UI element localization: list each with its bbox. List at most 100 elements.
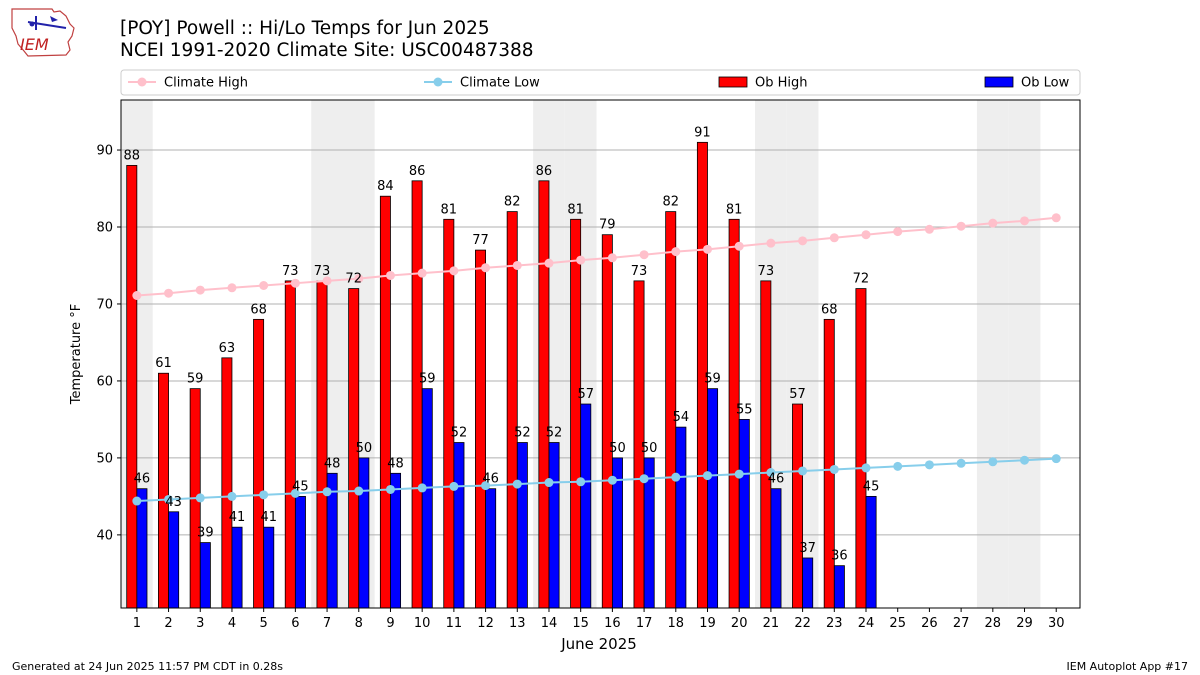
climate-low-point-day-27 <box>956 458 966 468</box>
legend-label-ob-high: Ob High <box>755 76 808 91</box>
x-tick-label-14: 14 <box>541 616 558 631</box>
x-tick-label-23: 23 <box>826 616 843 631</box>
ob-high-label-day-15: 81 <box>567 202 584 217</box>
bars <box>126 141 877 609</box>
x-tick-label-5: 5 <box>260 616 268 631</box>
ob-low-bar-day-21 <box>770 488 782 609</box>
legend-swatch-ob-low <box>984 76 1014 88</box>
ob-low-label-day-9: 48 <box>387 456 404 471</box>
ob-low-label-day-12: 46 <box>482 472 499 487</box>
x-tick-label-6: 6 <box>291 616 299 631</box>
ob-high-bar-day-24 <box>855 288 867 609</box>
ob-high-bar-day-10 <box>411 180 423 609</box>
ob-low-bar-day-7 <box>326 472 338 609</box>
y-gridlines <box>121 149 1080 536</box>
ob-high-bar-day-5 <box>253 318 265 609</box>
ob-low-bar-day-8 <box>358 457 370 609</box>
ob-high-label-day-13: 82 <box>504 195 521 210</box>
ob-low-bar-day-6 <box>294 495 306 609</box>
ob-high-bar-day-11 <box>443 218 455 609</box>
climate-high-point-day-8 <box>354 274 364 284</box>
climate-low-point-day-19 <box>702 471 712 481</box>
ob-high-label-day-4: 63 <box>219 341 236 356</box>
ob-low-bar-day-13 <box>516 442 528 609</box>
ob-low-label-day-22: 37 <box>799 541 816 556</box>
climate-low-point-day-10 <box>417 483 427 493</box>
ob-low-bar-day-16 <box>611 457 623 609</box>
x-tick-label-9: 9 <box>386 616 394 631</box>
x-tick-label-2: 2 <box>164 616 172 631</box>
x-tick-label-21: 21 <box>763 616 780 631</box>
ob-high-label-day-22: 57 <box>789 387 806 402</box>
ob-high-bar-day-13 <box>506 211 518 609</box>
ob-high-label-day-20: 81 <box>726 202 743 217</box>
ob-high-bar-day-19 <box>696 141 708 609</box>
x-tick-label-16: 16 <box>604 616 621 631</box>
x-tick-label-30: 30 <box>1048 616 1065 631</box>
climate-low-point-day-1 <box>132 496 142 506</box>
climate-high-point-day-1 <box>132 291 142 301</box>
climate-high-point-day-17 <box>639 250 649 260</box>
climate-high-point-day-9 <box>385 270 395 280</box>
climate-low-line <box>136 457 1057 503</box>
ob-low-bar-day-3 <box>199 542 211 609</box>
legend-label-climate-low: Climate Low <box>460 76 540 91</box>
ob-low-bar-day-24 <box>865 495 877 609</box>
legend-label-ob-low: Ob Low <box>1021 76 1070 91</box>
ob-low-bar-day-1 <box>136 488 148 609</box>
ob-low-bar-day-20 <box>738 419 750 609</box>
climate-high-point-day-26 <box>924 224 934 234</box>
ob-low-label-day-24: 45 <box>863 479 880 494</box>
ob-high-bar-day-21 <box>760 280 772 609</box>
ob-low-label-day-16: 50 <box>609 441 626 456</box>
ob-low-bar-day-9 <box>390 472 402 609</box>
ob-low-label-day-3: 39 <box>197 526 214 541</box>
ob-high-label-day-14: 86 <box>536 164 553 179</box>
weekend-shading <box>121 100 1041 608</box>
ob-low-label-day-17: 50 <box>641 441 658 456</box>
climate-high-point-day-18 <box>671 247 681 257</box>
ob-low-label-day-1: 46 <box>134 472 151 487</box>
climate-low-point-day-15 <box>576 477 586 487</box>
ob-high-bar-day-18 <box>665 211 677 609</box>
climate-high-point-day-14 <box>544 258 554 268</box>
legend-swatch-ob-high <box>718 76 748 88</box>
legend-marker-climate-high <box>137 77 147 87</box>
x-tick-label-18: 18 <box>668 616 685 631</box>
ob-high-bar-day-3 <box>189 388 201 609</box>
climate-high-point-day-28 <box>988 218 998 228</box>
ob-high-label-day-10: 86 <box>409 164 426 179</box>
weekend-shade-day-15 <box>564 100 597 608</box>
ob-high-bar-day-20 <box>728 218 740 609</box>
climate-low-point-day-14 <box>544 478 554 488</box>
ob-low-label-day-10: 59 <box>419 372 436 387</box>
weekend-shade-day-21 <box>755 100 787 608</box>
ob-high-label-day-6: 73 <box>282 264 299 279</box>
climate-low-point-day-30 <box>1051 454 1061 464</box>
weekend-shade-day-1 <box>121 100 153 608</box>
ob-low-label-day-4: 41 <box>229 510 246 525</box>
ob-high-label-day-23: 68 <box>821 302 838 317</box>
climate-low-point-day-12 <box>481 481 491 491</box>
legend: Climate High Climate Low Ob High Ob Low <box>120 69 1081 96</box>
x-tick-label-13: 13 <box>509 616 526 631</box>
climate-high-point-day-4 <box>227 283 237 293</box>
x-tick-label-3: 3 <box>196 616 204 631</box>
climate-high-point-day-13 <box>512 260 522 270</box>
ob-low-bar-day-10 <box>421 388 433 609</box>
ob-high-label-day-16: 79 <box>599 218 616 233</box>
ob-high-label-day-11: 81 <box>441 202 458 217</box>
climate-low-point-day-25 <box>893 461 903 471</box>
x-tick-label-28: 28 <box>985 616 1002 631</box>
ob-high-bar-day-17 <box>633 280 645 609</box>
x-tick-label-19: 19 <box>699 616 716 631</box>
ob-low-bar-day-23 <box>833 565 845 609</box>
ob-low-bar-day-19 <box>707 388 719 609</box>
ob-high-bar-day-22 <box>792 403 804 609</box>
weekend-shade-day-14 <box>533 100 565 608</box>
climate-low-point-day-5 <box>259 490 269 500</box>
ob-low-bar-day-17 <box>643 457 655 609</box>
ob-low-label-day-8: 50 <box>356 441 373 456</box>
climate-high-point-day-21 <box>766 238 776 248</box>
x-tick-label-12: 12 <box>477 616 494 631</box>
